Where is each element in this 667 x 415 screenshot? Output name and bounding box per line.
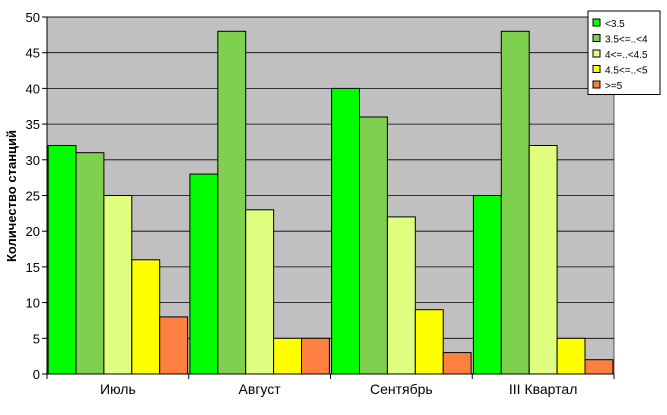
y-tick-label: 45 bbox=[26, 46, 40, 61]
plot-area: 0 5 10 15 20 25 30 35 40 45 50 Июль Август Сентябрь II… bbox=[26, 10, 615, 397]
bar bbox=[75, 152, 105, 375]
bar bbox=[245, 209, 275, 375]
legend-swatch bbox=[592, 49, 601, 58]
bar bbox=[500, 30, 530, 375]
bar bbox=[47, 145, 77, 375]
bar bbox=[359, 116, 388, 375]
legend: <3.5 3.5<=..<4 4<=..<4.5 4.5<=..<5 >=5 bbox=[587, 10, 661, 95]
bar bbox=[103, 195, 133, 375]
bar bbox=[528, 145, 558, 375]
y-tick-label: 40 bbox=[26, 81, 40, 96]
bar bbox=[273, 337, 303, 375]
bar bbox=[472, 195, 502, 375]
y-tick-label: 10 bbox=[26, 296, 40, 311]
bar bbox=[301, 337, 330, 375]
y-tick-label: 0 bbox=[33, 367, 40, 382]
bar bbox=[584, 359, 614, 375]
legend-label: <3.5 bbox=[605, 19, 625, 30]
legend-swatch bbox=[592, 34, 601, 42]
legend-label: >=5 bbox=[605, 81, 623, 92]
bar bbox=[189, 173, 219, 375]
x-tick-label: III Квартал bbox=[509, 381, 577, 397]
bar bbox=[442, 352, 472, 375]
x-tick-label: Август bbox=[239, 381, 282, 397]
y-tick-label: 25 bbox=[26, 189, 40, 204]
y-tick-label: 50 bbox=[26, 10, 40, 25]
bar bbox=[331, 87, 361, 375]
y-tick-label: 15 bbox=[26, 260, 40, 275]
legend-swatch bbox=[592, 18, 601, 27]
x-tick-label: Июль bbox=[100, 381, 136, 397]
bar bbox=[556, 337, 586, 375]
bar bbox=[159, 316, 189, 375]
y-tick-label: 30 bbox=[26, 153, 40, 168]
y-tick-label: 20 bbox=[26, 224, 40, 239]
legend-swatch bbox=[592, 65, 601, 73]
legend-swatch bbox=[592, 80, 601, 89]
bar bbox=[217, 30, 247, 375]
bar bbox=[414, 309, 444, 375]
legend-label: 4<=..<4.5 bbox=[605, 50, 648, 61]
y-tick-label: 35 bbox=[26, 117, 40, 132]
legend-label: 4.5<=..<5 bbox=[605, 66, 648, 77]
legend-label: 3.5<=..<4 bbox=[605, 35, 648, 46]
bar bbox=[386, 216, 416, 375]
plot-border bbox=[46, 16, 615, 375]
y-tick-label: 5 bbox=[33, 331, 40, 346]
y-axis-label: Количество станций bbox=[4, 130, 19, 262]
bar bbox=[131, 259, 161, 375]
x-tick-label: Сентябрь bbox=[370, 381, 433, 397]
